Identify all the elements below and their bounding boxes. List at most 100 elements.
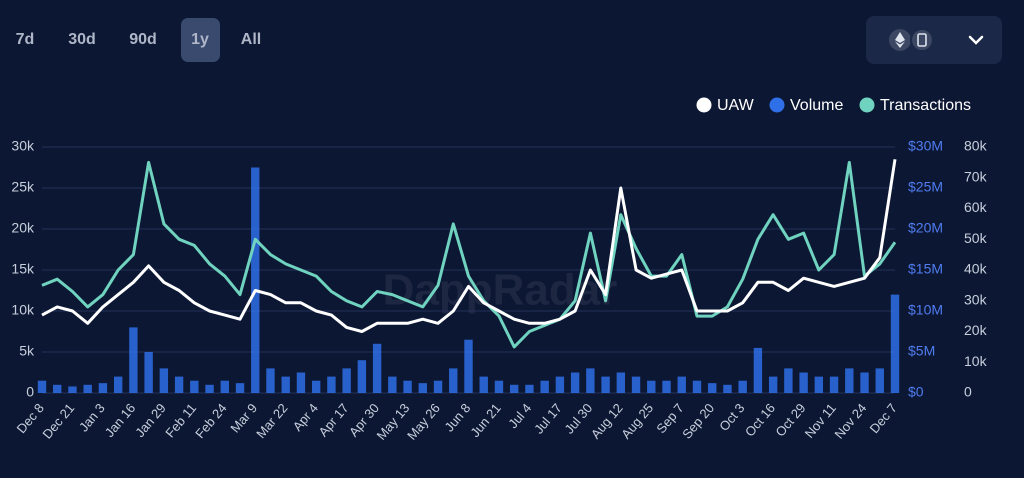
volume-bar [586,368,595,393]
y2-tick-label: $5M [908,343,935,359]
x-tick-label: Jan 16 [102,400,139,440]
volume-bar [281,376,290,393]
y3-tick-label: 70k [964,168,988,184]
x-tick-label: Jan 29 [132,400,169,440]
y3-tick-label: 30k [964,291,988,307]
y-tick-label: 5k [19,343,35,359]
volume-bar [890,294,900,393]
volume-bar [723,384,732,393]
y3-tick-label: 0 [964,384,972,400]
y3-tick-label: 80k [964,138,988,154]
volume-bar [83,384,92,393]
x-tick-label: Apr 17 [315,400,351,439]
legend-marker[interactable] [696,97,712,113]
volume-bar [388,376,397,393]
y-tick-label: 20k [11,220,35,236]
eth-glyph [895,32,905,48]
range-tab[interactable]: 1y [191,31,209,48]
volume-bar [662,380,671,393]
series-line [41,159,897,333]
volume-bar [875,368,884,393]
y-tick-label: 0 [26,384,34,400]
legend-marker[interactable] [769,97,785,113]
legend-marker[interactable] [859,97,875,113]
volume-bar [311,380,321,393]
y-tick-label: 10k [11,302,35,318]
volume-bar [677,376,686,393]
volume-bar [540,380,549,393]
volume-bar [449,368,458,393]
volume-bar [845,368,854,393]
volume-bar [159,368,169,393]
volume-bar [601,376,610,393]
volume-bar [616,372,626,393]
volume-bar [190,380,199,393]
volume-bar [692,380,702,393]
x-tick-label: Nov 24 [831,400,869,441]
y3-tick-label: 20k [964,322,988,338]
volume-bar [372,343,382,393]
legend-label[interactable]: Transactions [880,97,971,114]
x-tick-label: Jun 21 [467,400,504,440]
volume-bar [799,372,808,393]
volume-bar [205,384,214,393]
volume-bar [784,368,793,393]
legend-label[interactable]: UAW [717,97,755,114]
active-tab-bg [181,18,220,62]
volume-bar [433,380,443,393]
volume-bar [129,327,138,393]
range-tab[interactable]: 7d [16,31,35,48]
volume-bar [753,347,763,393]
volume-bar [266,368,275,393]
y2-tick-label: $20M [908,220,943,236]
volume-bar [220,380,229,393]
volume-bar [327,376,336,393]
volume-bar [525,384,534,393]
x-tick-label: Aug 25 [618,400,656,441]
chain-glyph [917,33,927,47]
volume-bar [235,383,245,393]
range-tab[interactable]: 30d [68,31,96,48]
volume-bar [418,383,427,393]
legend-label[interactable]: Volume [790,97,843,114]
volume-bar [494,380,504,393]
x-tick-label: Jul 4 [505,400,534,431]
y3-tick-label: 60k [964,199,988,215]
x-tick-label: Mar 22 [253,400,291,441]
volume-bar [403,380,412,393]
x-tick-label: Jul 17 [531,400,565,436]
volume-bar [814,376,824,393]
volume-bar [570,372,580,393]
x-tick-label: Sep 20 [679,400,717,441]
range-tab[interactable]: All [241,31,261,48]
y3-tick-label: 40k [964,261,988,277]
y2-tick-label: $10M [908,302,943,318]
volume-bar [464,339,473,393]
range-tab[interactable]: 90d [129,31,157,48]
y2-tick-label: $30M [908,138,943,154]
y2-tick-label: $25M [908,179,943,195]
volume-bar [174,376,184,393]
chain-icon [910,28,934,52]
x-tick-label: Oct 16 [742,400,778,439]
volume-bar [37,380,47,393]
y3-tick-label: 10k [964,353,988,369]
volume-bar [479,376,488,393]
volume-bar [631,376,641,393]
volume-bar [113,376,123,393]
x-tick-label: Feb 11 [162,400,199,440]
volume-bar [251,167,260,393]
x-tick-label: May 26 [404,400,443,442]
volume-bar [647,380,656,393]
volume-bar [357,360,367,393]
volume-bar [296,372,306,393]
volume-bar [510,384,519,393]
chevron [968,35,984,45]
volume-bar [738,380,747,393]
y2-tick-label: $15M [908,261,943,277]
x-tick-label: Feb 24 [192,400,230,441]
volume-bar [144,352,153,393]
volume-bar [708,383,717,393]
volume-bar [342,368,351,393]
